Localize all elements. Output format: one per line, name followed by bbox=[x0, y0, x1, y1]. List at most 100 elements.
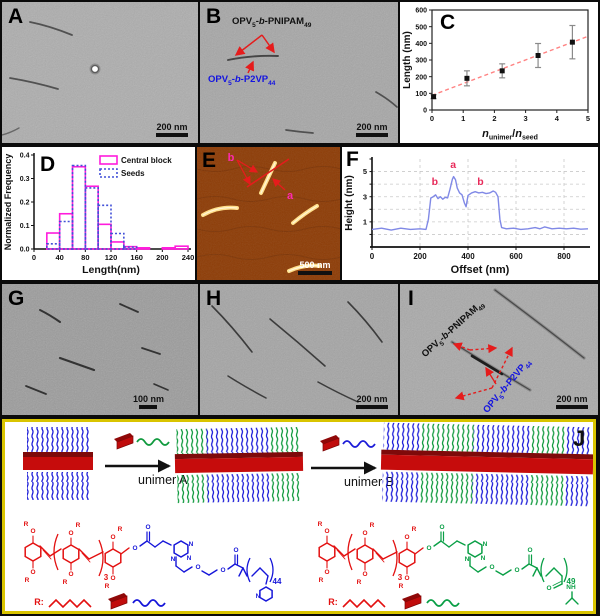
svg-text:O: O bbox=[30, 528, 35, 535]
panel-label-i: I bbox=[408, 287, 414, 310]
svg-text:O: O bbox=[68, 571, 73, 578]
svg-text:40: 40 bbox=[55, 253, 63, 262]
svg-text:O: O bbox=[362, 571, 367, 578]
tem-i-graphic bbox=[400, 284, 598, 415]
svg-text:R: R bbox=[412, 526, 417, 533]
svg-text:160: 160 bbox=[130, 253, 143, 262]
svg-text:O: O bbox=[404, 575, 409, 582]
tem-b-fibers bbox=[227, 54, 398, 134]
svg-text:3: 3 bbox=[398, 573, 403, 582]
panel-label-e: E bbox=[202, 149, 217, 172]
panel-d-histogram: 0 40 80 120 160 200 240 0.0 0.1 0.2 0.3 0.4 Central … bbox=[2, 147, 195, 280]
length-histogram-chart: 0 40 80 120 160 200 240 0.0 0.1 0.2 0.3 0.4 Central … bbox=[3, 153, 195, 276]
intermediate-micelle bbox=[174, 426, 304, 504]
tem-h-fibers bbox=[211, 301, 383, 403]
svg-text:N: N bbox=[256, 593, 261, 600]
svg-text:R:: R: bbox=[328, 597, 338, 607]
unimer-b-cube-icon bbox=[319, 434, 340, 452]
svg-text:Normalized Frequency: Normalized Frequency bbox=[3, 154, 13, 251]
svg-text:R: R bbox=[118, 526, 123, 533]
svg-text:200: 200 bbox=[156, 253, 169, 262]
panel-i-tem-image: I OPV5-b-PNIPAM49 OPV5-b-P2VP44 200 nm bbox=[400, 284, 598, 415]
unimer-a-corona-squiggle bbox=[136, 438, 170, 446]
svg-text:240: 240 bbox=[182, 253, 195, 262]
svg-text:O: O bbox=[220, 567, 225, 574]
bright-particle bbox=[89, 63, 101, 75]
svg-text:80: 80 bbox=[81, 253, 89, 262]
svg-text:O: O bbox=[145, 524, 150, 531]
scale-bar-a: 200 nm bbox=[156, 122, 188, 137]
svg-text:0: 0 bbox=[32, 253, 36, 262]
svg-text:R: R bbox=[357, 579, 362, 586]
svg-text:R: R bbox=[318, 521, 323, 528]
section-label-b: b bbox=[228, 152, 235, 164]
svg-text:R: R bbox=[319, 577, 324, 584]
panel-e-afm-image: b a E 500 nm bbox=[197, 147, 340, 280]
panel-a-tem-image: A 200 nm bbox=[2, 2, 198, 143]
svg-text:200: 200 bbox=[413, 252, 427, 261]
svg-text:N: N bbox=[483, 541, 488, 548]
svg-text:Length (nm): Length (nm) bbox=[402, 31, 413, 89]
svg-text:Central block: Central block bbox=[121, 156, 172, 165]
tem-g-graphic bbox=[2, 284, 198, 415]
svg-text:R: R bbox=[63, 579, 68, 586]
svg-text:3: 3 bbox=[363, 192, 367, 201]
svg-text:O: O bbox=[195, 564, 200, 571]
svg-text:R: R bbox=[399, 583, 404, 590]
tem-a-fibers bbox=[2, 21, 73, 136]
tem-b-graphic bbox=[200, 2, 398, 143]
scale-bar-b: 200 nm bbox=[356, 122, 388, 137]
panel-label-j: J bbox=[573, 426, 585, 451]
panel-label-a: A bbox=[8, 5, 24, 28]
panel-b-tem-image: B OPV5-b-PNIPAM49 OPV5-b-P2VP44 200 nm bbox=[200, 2, 398, 143]
svg-text:5: 5 bbox=[586, 114, 590, 123]
svg-text:b: b bbox=[477, 176, 483, 188]
svg-text:O: O bbox=[439, 524, 444, 531]
svg-text:44: 44 bbox=[273, 577, 282, 586]
svg-text:O: O bbox=[30, 569, 35, 576]
svg-text:O: O bbox=[527, 547, 532, 554]
panel-h-tem-image: H 200 nm bbox=[200, 284, 398, 415]
afm-e-graphic: b a bbox=[197, 147, 340, 280]
svg-text:3: 3 bbox=[524, 114, 528, 123]
panel-label-c: C bbox=[440, 11, 456, 34]
scale-bar-g: 100 nm bbox=[133, 394, 164, 409]
svg-text:O: O bbox=[514, 567, 519, 574]
panel-label-d: D bbox=[40, 153, 56, 176]
section-label-a: a bbox=[287, 190, 294, 202]
svg-text:2: 2 bbox=[492, 114, 496, 123]
svg-text:Length(nm): Length(nm) bbox=[82, 264, 140, 276]
label-opv-b-pnipam: OPV5-b-PNIPAM49 bbox=[232, 16, 312, 29]
svg-text:500: 500 bbox=[415, 24, 427, 31]
reaction-arrow-b: unimer B bbox=[311, 434, 394, 489]
tem-a-graphic bbox=[2, 2, 198, 143]
scale-bar-e: 500 nm bbox=[298, 260, 332, 275]
svg-text:NH: NH bbox=[566, 584, 576, 591]
tem-i-fibers bbox=[450, 288, 586, 392]
svg-text:600: 600 bbox=[509, 252, 523, 261]
annotation-arrows-b bbox=[234, 34, 275, 74]
svg-text:600: 600 bbox=[415, 8, 427, 15]
panel-c-chart: 0 1 2 3 4 5 0 100 200 300 400 500 600 Length (nm) nuni… bbox=[400, 2, 598, 143]
unimer-a-cube-icon bbox=[113, 432, 134, 450]
length-vs-ratio-chart: 0 1 2 3 4 5 0 100 200 300 400 500 600 Length (nm) nuni… bbox=[402, 8, 590, 142]
svg-text:R: R bbox=[25, 577, 30, 584]
svg-text:49: 49 bbox=[567, 577, 576, 586]
seed-micelle bbox=[23, 427, 93, 500]
svg-text:0.3: 0.3 bbox=[20, 176, 30, 183]
svg-text:800: 800 bbox=[557, 252, 571, 261]
svg-text:Seeds: Seeds bbox=[121, 169, 145, 178]
panel-f-profile-chart: 0 200 400 600 800 1 3 5 b a b Height (nm) Offset (nm… bbox=[342, 147, 598, 280]
tem-g-fibers bbox=[25, 303, 169, 395]
svg-text:O: O bbox=[426, 545, 431, 552]
svg-text:O: O bbox=[233, 547, 238, 554]
svg-text:R:: R: bbox=[34, 597, 44, 607]
svg-text:O: O bbox=[489, 564, 494, 571]
svg-text:R: R bbox=[24, 521, 29, 528]
svg-text:R: R bbox=[105, 583, 110, 590]
svg-text:300: 300 bbox=[415, 58, 427, 65]
svg-text:b: b bbox=[432, 176, 438, 188]
